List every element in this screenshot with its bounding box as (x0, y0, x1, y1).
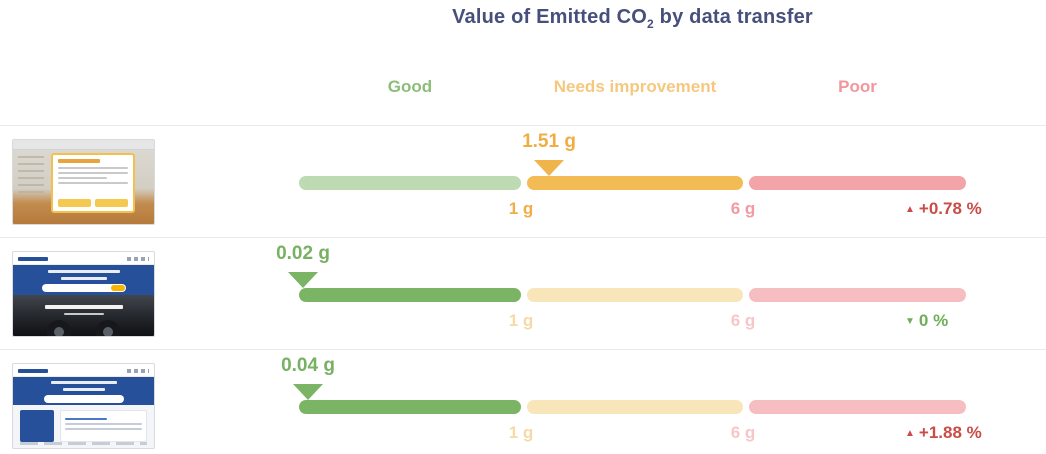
co2-value-label: 0.02 g (276, 243, 330, 264)
page-thumbnail-2 (12, 251, 155, 337)
bar-segment-poor (749, 400, 966, 414)
threshold-label-1g: 1 g (508, 311, 534, 330)
trend-up-icon: ▲ (905, 428, 915, 439)
threshold-label-6g: 6 g (730, 423, 756, 442)
bar-segment-needs-improvement (527, 176, 743, 190)
change-indicator: ▲ +0.78 % (905, 199, 982, 219)
change-value: +0.78 % (918, 199, 982, 218)
bar-segment-poor (749, 288, 966, 302)
title-text: Value of Emitted CO (452, 6, 648, 28)
change-indicator: ▼ 0 % (905, 311, 948, 331)
value-marker-arrow-icon (534, 160, 564, 176)
thumbnail-form-content (13, 405, 154, 448)
thumbnail-search-banner (13, 377, 154, 405)
report-row-1: 1.51 g 1 g 6 g ▲ +0.78 % (0, 125, 1046, 237)
co2-value-label: 1.51 g (522, 131, 576, 152)
trend-down-icon: ▼ (905, 316, 915, 327)
change-value: +1.88 % (918, 423, 982, 442)
report-row-2: 0.02 g 1 g 6 g ▼ 0 % (0, 237, 1046, 349)
column-header-needs-improvement: Needs improvement (553, 77, 717, 96)
bar-segment-needs-improvement (527, 400, 743, 414)
thumbnail-menu-lines (18, 156, 44, 196)
bar-segment-poor (749, 176, 966, 190)
threshold-label-1g: 1 g (508, 423, 534, 442)
threshold-label-6g: 6 g (730, 199, 756, 218)
column-header-poor: Poor (838, 77, 877, 96)
page-thumbnail-3 (12, 363, 155, 449)
title-subscript: 2 (647, 17, 654, 31)
page-title: Value of Emitted CO2 by data transfer (299, 6, 966, 31)
change-indicator: ▲ +1.88 % (905, 423, 982, 443)
thumbnail-cookie-modal (51, 153, 135, 213)
threshold-label-6g: 6 g (730, 311, 756, 330)
bar-segment-needs-improvement (527, 288, 743, 302)
thumbnail-browser-bar (13, 140, 154, 150)
change-value: 0 % (918, 311, 949, 330)
thumbnail-search-banner (13, 265, 154, 295)
page-thumbnail-1 (12, 139, 155, 225)
trend-up-icon: ▲ (905, 204, 915, 215)
bar-segment-good (299, 400, 521, 414)
thumbnail-site-header (13, 252, 154, 265)
co2-value-label: 0.04 g (281, 355, 335, 376)
thumbnail-site-header (13, 364, 154, 377)
report-row-3: 0.04 g 1 g 6 g ▲ +1.88 % (0, 349, 1046, 454)
bar-segment-good (299, 288, 521, 302)
value-marker-arrow-icon (293, 384, 323, 400)
value-marker-arrow-icon (288, 272, 318, 288)
title-text-suffix: by data transfer (653, 6, 813, 28)
column-header-good: Good (387, 77, 433, 96)
thumbnail-hero-image (13, 295, 154, 336)
bar-segment-good (299, 176, 521, 190)
threshold-label-1g: 1 g (508, 199, 534, 218)
